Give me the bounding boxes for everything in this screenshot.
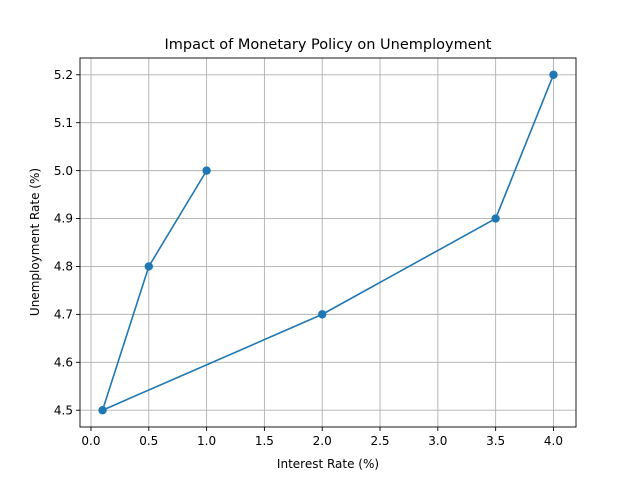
- x-tick-label: 1.0: [197, 434, 216, 448]
- x-tick-label: 2.5: [370, 434, 389, 448]
- data-point: [491, 214, 500, 223]
- data-point: [202, 166, 211, 175]
- x-tick-label: 3.5: [486, 434, 505, 448]
- chart-title: Impact of Monetary Policy on Unemploymen…: [164, 37, 491, 53]
- y-tick-label: 5.0: [54, 164, 73, 178]
- y-tick-label: 4.5: [54, 403, 73, 417]
- y-axis: 4.5 4.6 4.7 4.8 4.9 5.0 5.1 5.2: [54, 68, 80, 417]
- series-layer: [98, 70, 558, 415]
- y-axis-label: Unemployment Rate (%): [28, 168, 42, 316]
- y-tick-label: 5.1: [54, 116, 73, 130]
- x-tick-label: 3.0: [428, 434, 447, 448]
- series-line: [101, 74, 555, 412]
- x-tick-label: 0.5: [139, 434, 158, 448]
- y-tick-label: 4.8: [54, 260, 73, 274]
- data-point: [144, 262, 153, 271]
- x-axis: 0.0 0.5 1.0 1.5 2.0 2.5 3.0 3.5 4.0: [81, 427, 563, 448]
- x-tick-label: 0.0: [81, 434, 100, 448]
- x-tick-label: 2.0: [313, 434, 332, 448]
- data-point: [98, 406, 107, 415]
- y-tick-label: 4.6: [54, 356, 73, 370]
- data-point: [318, 310, 327, 319]
- x-tick-label: 4.0: [544, 434, 563, 448]
- y-tick-label: 4.9: [54, 212, 73, 226]
- data-point: [549, 70, 558, 79]
- y-tick-label: 5.2: [54, 68, 73, 82]
- x-tick-label: 1.5: [255, 434, 274, 448]
- x-axis-label: Interest Rate (%): [277, 457, 379, 471]
- y-tick-label: 4.7: [54, 308, 73, 322]
- plot-frame: [79, 57, 577, 428]
